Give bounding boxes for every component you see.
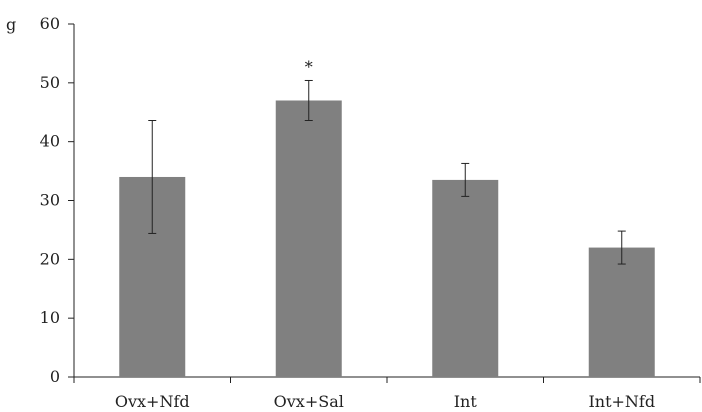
y-tick-label: 40 bbox=[40, 132, 60, 151]
significance-marker: * bbox=[305, 57, 313, 76]
category-labels: Ovx+Nfd Ovx+Sal Int Int+Nfd bbox=[115, 392, 655, 411]
category-label: Int bbox=[454, 392, 478, 411]
y-tick-label: 10 bbox=[40, 308, 60, 327]
y-tick-label: 60 bbox=[40, 14, 60, 33]
annotations-group: * bbox=[305, 57, 313, 76]
y-tick-label: 0 bbox=[50, 367, 60, 386]
category-label: Ovx+Sal bbox=[274, 392, 344, 411]
category-label: Int+Nfd bbox=[588, 392, 655, 411]
y-tick-label: 20 bbox=[40, 249, 60, 268]
y-axis-ticks: 0 10 20 30 40 50 60 bbox=[40, 14, 74, 386]
bars-group bbox=[119, 100, 655, 377]
x-axis-ticks bbox=[73, 377, 701, 383]
category-label: Ovx+Nfd bbox=[115, 392, 190, 411]
bar-int-nfd bbox=[588, 247, 655, 377]
y-axis-unit-label: g bbox=[6, 15, 16, 34]
bar-ovx-sal bbox=[275, 100, 342, 377]
y-tick-label: 30 bbox=[40, 191, 60, 210]
y-tick-label: 50 bbox=[40, 73, 60, 92]
bar-int bbox=[432, 179, 499, 377]
error-bars-group bbox=[148, 79, 626, 265]
